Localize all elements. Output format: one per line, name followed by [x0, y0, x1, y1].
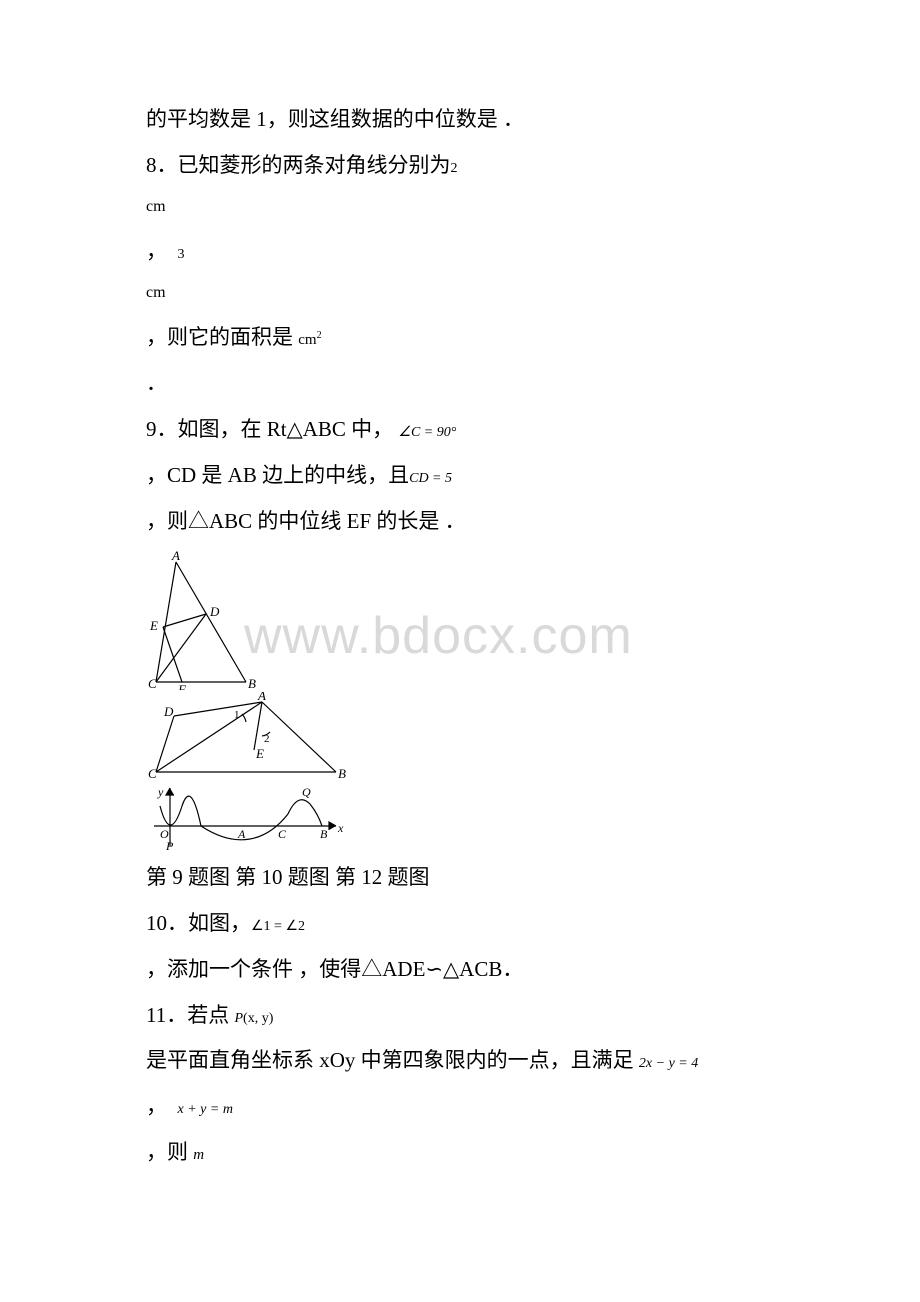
q8-val2: 3	[178, 247, 185, 262]
q8-area-pre: ，则它的面积是	[146, 325, 298, 349]
fig12-A: A	[237, 827, 246, 841]
fig9-C: C	[148, 676, 157, 690]
q11-line3: ， x + y = m	[146, 1087, 774, 1127]
q10-angle: ∠1 = ∠2	[251, 919, 305, 934]
fig10-D: D	[163, 704, 174, 719]
fig12-C: C	[278, 827, 287, 841]
q9-cd: CD = 5	[409, 471, 452, 486]
q11-eq1: 2x − y = 4	[639, 1056, 698, 1071]
q8-dot: ．	[146, 364, 774, 404]
q8-cm-sup: 2	[317, 330, 322, 341]
fig10-E: E	[255, 746, 264, 761]
q10-line1: 10．如图，∠1 = ∠2	[146, 904, 774, 944]
q8-head: 8．已知菱形的两条对角线分别为	[146, 153, 451, 177]
fig10-2: 2	[264, 733, 270, 745]
q11-comma: ，	[146, 1094, 167, 1118]
q8-val1: 2	[451, 161, 458, 176]
fig9-F: F	[177, 682, 187, 690]
fig10-C: C	[148, 766, 157, 781]
fig12-x: x	[337, 821, 344, 835]
para-prev-tail: 的平均数是 1，则这组数据的中位数是 ．	[146, 100, 774, 140]
q8-cm1: cm	[146, 192, 774, 222]
q9-line1: 9．如图，在 Rt△ABC 中， ∠C = 90°	[146, 410, 774, 450]
q11-row2-pre: 是平面直角坐标系 xOy 中第四象限内的一点，且满足	[146, 1048, 639, 1072]
q8-line2: ， 3	[146, 232, 774, 272]
q11-line4: ，则 m	[146, 1133, 774, 1173]
fig12-B: B	[320, 827, 328, 841]
q8-comma1: ，	[146, 239, 167, 263]
fig10-1: 1	[234, 709, 240, 721]
fig10-A: A	[257, 692, 266, 703]
figure-12: O A C B P Q x y	[146, 784, 346, 852]
q11-eq2: x + y = m	[178, 1102, 233, 1117]
fig9-D: D	[209, 604, 220, 619]
q10-head: 10．如图，	[146, 911, 251, 935]
q9-row2-pre: ，CD 是 AB 边上的中线，且	[146, 463, 409, 487]
q8-cm2: cm	[146, 278, 774, 308]
q8-line3: ，则它的面积是 cm2	[146, 318, 774, 358]
q11-line1: 11．若点 P(x, y)	[146, 996, 774, 1036]
q10-line2: ，添加一个条件 ，使得△ADE∽△ACB．	[146, 950, 774, 990]
q8-cm-text: cm	[298, 332, 316, 348]
fig12-y: y	[157, 785, 164, 799]
q9-head: 9．如图，在 Rt△ABC 中，	[146, 417, 393, 441]
q11-P: P	[234, 1011, 243, 1026]
fig12-Q: Q	[302, 785, 311, 799]
figures-caption: 第 9 题图 第 10 题图 第 12 题图	[146, 858, 774, 898]
q9-line3: ，则△ABC 的中位线 EF 的长是 ．	[146, 502, 774, 542]
q11-line2: 是平面直角坐标系 xOy 中第四象限内的一点，且满足 2x − y = 4	[146, 1041, 774, 1081]
q9-line2: ，CD 是 AB 边上的中线，且CD = 5	[146, 456, 774, 496]
q8-cmsq: cm2	[298, 332, 321, 348]
q11-m: m	[193, 1147, 204, 1163]
figures-block: A B C D E F A B C	[146, 550, 774, 852]
q11-xy: (x, y)	[243, 1011, 273, 1026]
document-body: 的平均数是 1，则这组数据的中位数是 ． 8．已知菱形的两条对角线分别为2 cm…	[146, 100, 774, 1173]
fig10-B: B	[338, 766, 346, 781]
figure-10: A B C D E 1 2	[146, 692, 346, 782]
q11-head: 11．若点	[146, 1003, 234, 1027]
fig9-E: E	[149, 618, 158, 633]
figure-9: A B C D E F	[146, 550, 261, 690]
q9-angle: ∠C = 90°	[398, 425, 456, 440]
q11-row4-pre: ，则	[146, 1140, 193, 1164]
fig9-A: A	[171, 550, 180, 563]
q8-line1: 8．已知菱形的两条对角线分别为2	[146, 146, 774, 186]
fig9-B: B	[248, 676, 256, 690]
fig12-P: P	[165, 839, 174, 852]
